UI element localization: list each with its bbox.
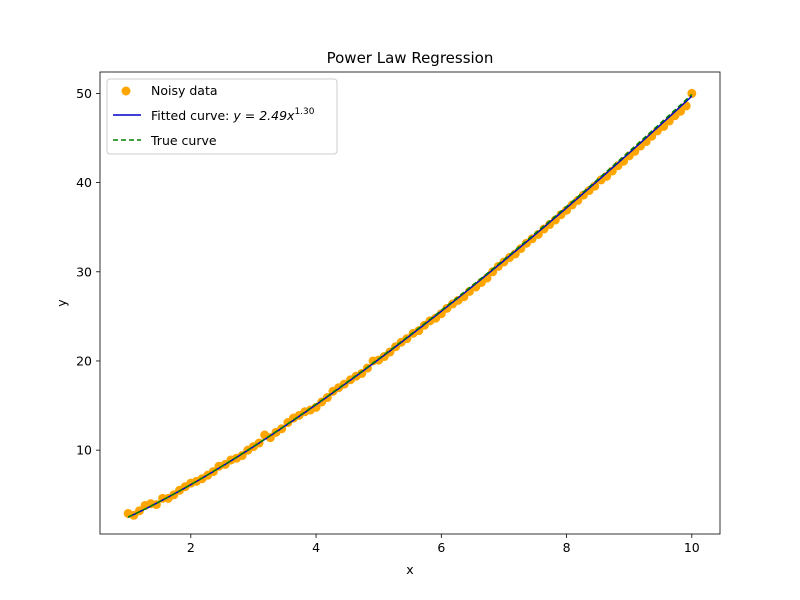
data-point (681, 101, 691, 111)
legend-label-true-curve: True curve (150, 133, 217, 148)
data-point (573, 195, 583, 205)
x-tick-label: 4 (312, 540, 320, 555)
legend-fit-prefix: Fitted curve: (151, 108, 233, 123)
data-point (265, 433, 275, 443)
data-point (436, 309, 446, 319)
legend-fit-math: y = 2.49x (232, 108, 295, 123)
data-point (488, 267, 498, 277)
y-axis-label: y (54, 299, 69, 307)
data-point (590, 181, 600, 191)
data-point (527, 234, 537, 244)
plot-frame (99, 71, 721, 535)
y-tick-label: 50 (76, 86, 92, 101)
data-point (357, 368, 367, 378)
y-tick-label: 30 (76, 264, 92, 279)
legend: Noisy data Fitted curve: y = 2.49x1.30 T… (106, 78, 338, 155)
x-tick-label: 10 (684, 540, 700, 555)
data-layer (123, 88, 697, 520)
legend-label-noisy-data: Noisy data (151, 83, 218, 98)
legend-label-fitted-curve: Fitted curve: y = 2.49x1.30 (151, 107, 315, 123)
chart-title: Power Law Regression (327, 49, 494, 67)
legend-fit-exponent: 1.30 (294, 107, 314, 117)
x-axis-ticks: 2 4 6 8 10 (187, 534, 700, 555)
y-tick-label: 10 (76, 443, 92, 458)
y-tick-label: 40 (76, 175, 92, 190)
x-tick-label: 6 (437, 540, 445, 555)
legend-box (106, 78, 338, 155)
legend-marker-noisy-data (121, 86, 131, 96)
x-axis-label: x (406, 562, 413, 577)
x-tick-label: 2 (187, 540, 195, 555)
x-tick-label: 8 (563, 540, 571, 555)
y-tick-label: 20 (76, 353, 92, 368)
data-point (414, 326, 424, 336)
true-curve-line (127, 93, 693, 518)
y-axis-ticks: 10 20 30 40 50 (76, 86, 100, 458)
